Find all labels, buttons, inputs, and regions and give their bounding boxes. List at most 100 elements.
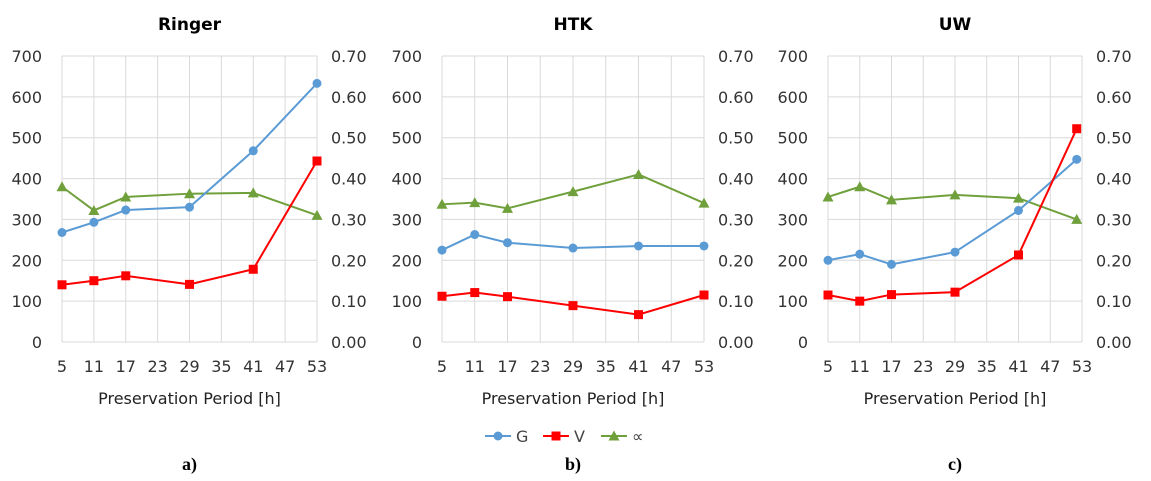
right-y-tick-label: 0.30 [1096,210,1132,229]
left-y-tick-label: 100 [11,292,42,311]
right-y-tick-label: 0.60 [1096,88,1132,107]
x-tick-label: 29 [563,357,583,376]
series-v [437,288,709,320]
data-point [184,188,195,199]
right-y-tick-label: 0.40 [331,170,367,189]
panel-caption: a) [182,454,197,475]
chart-panel-3: UW 0 100 200 300 400 500 600 700 0.00 0.10 0.20 0.30… [777,15,1131,475]
left-y-tick-label: 500 [391,129,422,148]
left-y-tick-label: 500 [11,129,42,148]
legend: G V ∝ [485,427,643,446]
x-tick-label: 53 [1072,357,1092,376]
data-point [57,280,67,290]
data-point [312,78,322,88]
data-point [1072,124,1082,134]
data-point [437,245,447,255]
data-point [950,287,960,297]
right-y-tick-label: 0.10 [331,292,367,311]
right-y-tick-label: 0.70 [718,47,754,66]
data-point [436,198,448,209]
panel-caption: b) [565,454,581,475]
x-axis-label: Preservation Period [h] [98,389,281,408]
legend-marker [493,431,503,441]
right-y-tick-label: 0.40 [718,170,754,189]
right-y-tick-label: 0.60 [718,88,754,107]
panel-caption: c) [948,454,962,475]
x-tick-label: 5 [437,357,447,376]
legend-item: V [543,427,585,446]
data-point [1013,192,1024,203]
data-point [437,291,447,301]
data-point [854,181,866,192]
data-point [886,194,897,205]
legend-marker [608,430,620,441]
data-point [311,209,323,220]
legend-label: G [516,427,528,446]
x-axis-label: Preservation Period [h] [864,389,1047,408]
left-y-tick-label: 300 [11,210,42,229]
left-y-tick-label: 0 [798,333,808,352]
x-tick-label: 5 [823,357,833,376]
x-tick-label: 53 [307,357,327,376]
series-line [441,291,705,316]
data-point [312,156,322,166]
data-point [823,255,833,265]
left-y-tick-label: 700 [777,47,808,66]
left-y-tick-label: 600 [11,88,42,107]
right-y-tick-label: 0.50 [718,129,754,148]
right-y-tick-label: 0.50 [1096,129,1132,148]
x-tick-label: 47 [1040,357,1060,376]
x-axis-label: Preservation Period [h] [482,389,665,408]
data-point [887,259,896,269]
series-v [823,124,1082,306]
left-y-tick-label: 200 [391,251,422,270]
data-point [469,197,481,208]
left-y-tick-label: 100 [777,292,808,311]
data-point [568,243,578,253]
data-point [822,191,834,202]
right-y-tick-label: 0.00 [331,333,367,352]
data-point [698,197,710,208]
data-point [855,296,865,306]
data-point [502,202,513,213]
right-y-tick-label: 0.30 [718,210,754,229]
series-g [437,230,709,255]
left-y-tick-label: 100 [391,292,422,311]
series-line [441,233,704,251]
chart-panel-1: Ringer 0 100 200 300 400 500 600 700 0.00 0.10 0.20… [11,15,366,475]
left-y-tick-label: 0 [32,333,42,352]
right-y-tick-label: 0.20 [331,251,367,270]
x-tick-label: 29 [945,357,965,376]
panel-title: HTK [554,15,594,35]
x-tick-label: 17 [881,357,901,376]
data-point [88,204,100,215]
right-y-tick-label: 0.40 [1096,170,1132,189]
legend-label: V [574,427,585,446]
right-y-tick-label: 0.00 [718,333,754,352]
x-tick-label: 5 [57,357,67,376]
data-point [248,146,258,156]
data-point [247,187,259,198]
data-point [1071,213,1083,224]
x-tick-label: 35 [596,357,616,376]
series-line [441,173,705,210]
data-point [56,181,68,192]
x-tick-label: 47 [661,357,681,376]
x-tick-label: 41 [628,357,648,376]
data-point [950,247,960,257]
data-point [855,249,865,259]
x-tick-label: 23 [147,357,167,376]
series-g [823,154,1082,269]
left-y-tick-label: 600 [391,88,422,107]
series-line [61,160,318,286]
series-line [827,158,1078,266]
data-point [567,186,579,197]
data-point [470,288,480,298]
legend-item: ∝ [601,427,643,446]
data-point [470,230,480,240]
panel-title: Ringer [158,15,222,35]
right-y-tick-label: 0.10 [1096,292,1132,311]
x-tick-label: 53 [694,357,714,376]
left-y-tick-label: 200 [777,251,808,270]
